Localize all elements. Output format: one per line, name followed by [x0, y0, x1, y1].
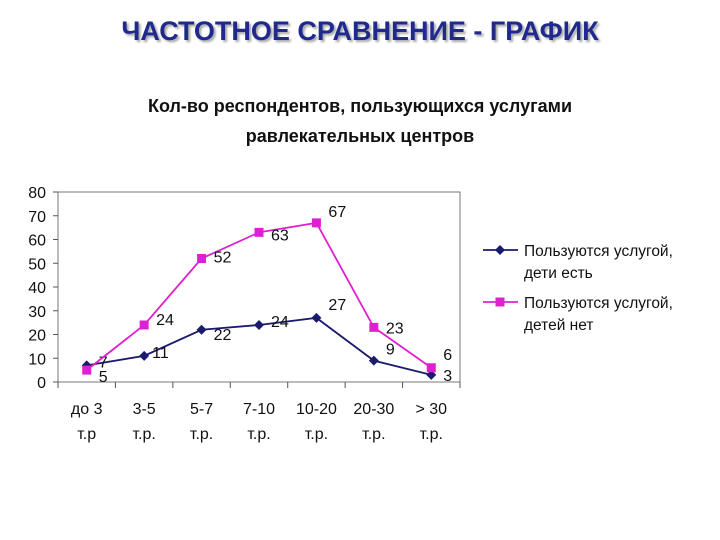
legend-label: Пользуются услугой, — [524, 295, 673, 312]
data-label: 7 — [99, 354, 108, 371]
data-label: 63 — [271, 227, 289, 244]
series-1-marker — [254, 320, 264, 330]
x-category-label: т.р. — [247, 426, 270, 443]
y-tick-label: 20 — [28, 328, 46, 345]
plot-area — [57, 191, 461, 383]
y-tick-label: 40 — [28, 280, 46, 297]
data-label: 52 — [214, 250, 232, 267]
x-category-label: т.р — [77, 426, 96, 443]
y-tick-label: 10 — [28, 351, 46, 368]
y-tick-label: 60 — [28, 233, 46, 250]
series-2-marker — [369, 322, 379, 332]
series-2-marker — [139, 320, 149, 330]
legend-label: дети есть — [524, 265, 593, 282]
data-label: 3 — [443, 368, 452, 385]
legend-marker-2 — [495, 297, 505, 307]
x-category-label: 3-5 — [133, 401, 156, 418]
x-category-label: т.р. — [420, 426, 443, 443]
x-category-label: т.р. — [362, 426, 385, 443]
series-line-2 — [86, 221, 432, 371]
data-label: 24 — [271, 314, 289, 331]
x-category-label: 5-7 — [190, 401, 213, 418]
x-category-label: т.р. — [132, 426, 155, 443]
data-label: 5 — [99, 369, 108, 386]
y-tick-label: 50 — [28, 256, 46, 273]
data-label: 24 — [156, 312, 174, 329]
series-2-marker — [197, 254, 207, 263]
slide-title: ЧАСТОТНОЕ СРАВНЕНИЕ - ГРАФИК — [121, 16, 599, 46]
data-label: 9 — [386, 342, 395, 359]
data-label: 67 — [328, 204, 346, 221]
x-category-label: т.р. — [190, 426, 213, 443]
data-label: 6 — [443, 347, 452, 364]
x-category-label: 20-30 — [353, 401, 394, 418]
series-2-marker — [254, 227, 264, 237]
legend-label: детей нет — [524, 317, 593, 334]
legend-label: Пользуются услугой, — [524, 243, 673, 260]
x-category-label: > 30 — [415, 401, 447, 418]
series-1-marker — [426, 369, 437, 380]
data-label: 22 — [214, 327, 232, 344]
data-label: 23 — [386, 320, 404, 337]
x-category-label: т.р. — [305, 426, 328, 443]
legend-marker-1 — [495, 245, 505, 255]
x-category-label: 7-10 — [243, 401, 275, 418]
series-2-marker — [82, 365, 92, 375]
chart-title-line-2: равлекательных центров — [245, 126, 475, 146]
data-label: 11 — [152, 345, 169, 362]
y-tick-label: 70 — [28, 209, 46, 226]
series-2-marker — [426, 363, 436, 373]
x-category-label: 10-20 — [296, 401, 337, 418]
y-tick-label: 80 — [28, 185, 46, 202]
x-category-label: до 3 — [71, 401, 103, 418]
y-tick-label: 30 — [28, 304, 46, 321]
y-tick-label: 0 — [37, 375, 46, 392]
series-1-marker — [139, 350, 150, 361]
series-2-marker — [311, 218, 321, 228]
series-1-marker — [311, 312, 322, 323]
chart-title-line-1: Кол-во респондентов, пользующихся услуга… — [147, 96, 573, 116]
series-1-marker — [368, 355, 379, 366]
series-1-marker — [196, 324, 207, 335]
data-label: 27 — [328, 297, 346, 314]
